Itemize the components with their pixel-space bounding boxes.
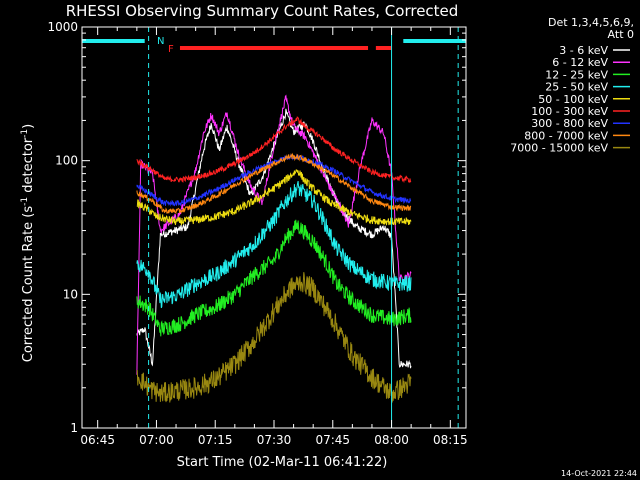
footer-timestamp: 14-Oct-2021 22:44 <box>561 469 637 478</box>
flare-marker-f: F <box>168 44 174 55</box>
series-line-50-100-kev <box>136 169 412 226</box>
series-line-800-7000-kev <box>136 152 412 215</box>
legend-label-50-100-kev: 50 - 100 keV <box>538 93 608 106</box>
legend-label-300-800-kev: 300 - 800 keV <box>531 117 608 130</box>
x-tick-label-0745: 07:45 <box>315 433 350 447</box>
x-tick-label-0715: 07:15 <box>198 433 233 447</box>
y-tick-label-100: 100 <box>55 154 78 168</box>
x-tick-label-0700: 07:00 <box>139 433 174 447</box>
x-axis-label: Start Time (02-Mar-11 06:41:22) <box>177 455 388 470</box>
legend-label-3-6-kev: 3 - 6 keV <box>559 44 608 57</box>
legend-header-line-2: Att 0 <box>608 28 634 41</box>
x-tick-label-0800: 08:00 <box>374 433 409 447</box>
series-line-25-50-kev <box>136 180 412 309</box>
series-line-100-300-kev <box>136 116 412 184</box>
legend-label-25-50-kev: 25 - 50 keV <box>545 81 608 94</box>
night-marker-n: N <box>157 36 164 47</box>
series-line-6-12-kev <box>136 94 412 375</box>
legend-label-800-7000-kev: 800 - 7000 keV <box>524 129 608 142</box>
y-axis-label: Corrected Count Rate (s-1 detector-1) <box>20 124 36 362</box>
y-tick-label-1000: 1000 <box>47 20 78 34</box>
legend-label-100-300-kev: 100 - 300 keV <box>531 105 608 118</box>
x-tick-label-0730: 07:30 <box>257 433 292 447</box>
legend-label-6-12-kev: 6 - 12 keV <box>552 56 608 69</box>
chart-title: RHESSI Observing Summary Count Rates, Co… <box>66 2 459 20</box>
axis-ticks: 1 10 100 1000 06:45 07:00 07:15 07:30 07:45 08:00… <box>47 20 467 447</box>
x-tick-label-0645: 06:45 <box>80 433 115 447</box>
legend-label-7000-15000-kev: 7000 - 15000 keV <box>510 142 608 155</box>
legend-header-line-1: Det 1,3,4,5,6,9, <box>548 16 634 29</box>
series-line-3-6-kev <box>136 108 412 369</box>
legend-label-12-25-kev: 12 - 25 keV <box>545 68 608 81</box>
series-line-12-25-kev <box>136 219 412 337</box>
x-tick-label-0815: 08:15 <box>433 433 468 447</box>
y-tick-label-10: 10 <box>63 287 78 301</box>
series-traces <box>136 94 412 403</box>
series-line-7000-15000-kev <box>136 272 412 403</box>
y-tick-label-1: 1 <box>70 421 78 435</box>
